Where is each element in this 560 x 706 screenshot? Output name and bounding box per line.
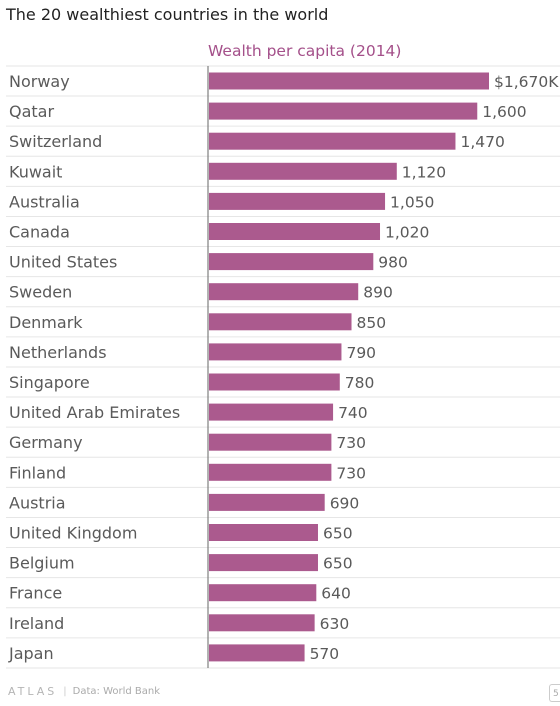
bar [209, 463, 332, 481]
bar [209, 132, 456, 150]
category-label: Ireland [9, 614, 64, 633]
category-label: Germany [9, 433, 83, 452]
bar [209, 373, 340, 391]
value-label: 730 [336, 434, 366, 452]
value-label: 1,050 [390, 193, 434, 211]
category-label: Switzerland [9, 132, 102, 151]
bar [209, 72, 489, 90]
bar [209, 162, 397, 180]
corner-tab[interactable]: 5 [549, 684, 560, 702]
category-label: United States [9, 253, 117, 272]
value-label: 980 [378, 254, 408, 272]
bar [209, 493, 325, 511]
category-label: Denmark [9, 313, 83, 332]
value-label: 650 [323, 555, 353, 573]
bar [209, 644, 305, 662]
value-label: $1,670K [494, 73, 559, 91]
value-label: 890 [363, 284, 393, 302]
bar [209, 554, 318, 572]
value-label: 1,020 [385, 224, 429, 242]
category-label: Qatar [9, 102, 54, 121]
bar [209, 614, 315, 632]
category-label: Netherlands [9, 343, 107, 362]
value-label: 1,470 [460, 133, 504, 151]
source-note: Data: World Bank [72, 686, 161, 697]
bar [209, 253, 374, 271]
bar [209, 403, 334, 421]
atlas-logo: ATLAS [8, 685, 58, 698]
footer: ATLAS | Data: World Bank [8, 685, 160, 698]
bar [209, 524, 318, 541]
value-label: 650 [323, 525, 353, 543]
bar [209, 343, 342, 361]
value-label: 730 [336, 464, 366, 482]
bar [209, 192, 386, 210]
chart-title: The 20 wealthiest countries in the world [6, 5, 329, 24]
value-label: 790 [346, 344, 376, 362]
category-label: Singapore [9, 373, 90, 392]
category-label: Kuwait [9, 162, 62, 181]
category-label: Japan [8, 644, 54, 663]
value-label: 850 [357, 314, 387, 332]
bar [209, 313, 352, 331]
value-label: 690 [330, 494, 360, 512]
bar [209, 584, 317, 602]
category-label: Belgium [9, 554, 75, 573]
value-label: 1,600 [482, 103, 526, 121]
bar [209, 283, 359, 301]
category-label: United Kingdom [9, 524, 137, 543]
value-label: 630 [320, 615, 350, 633]
value-label: 1,120 [402, 163, 446, 181]
category-label: Canada [9, 223, 70, 242]
category-label: Sweden [9, 283, 72, 302]
category-label: France [9, 584, 62, 603]
value-label: 740 [338, 404, 368, 422]
value-label: 640 [321, 585, 351, 603]
category-label: Norway [9, 72, 70, 91]
value-label: 780 [345, 374, 375, 392]
value-label: 570 [310, 645, 340, 663]
category-label: Australia [9, 192, 80, 211]
bar-chart: Wealth per capita (2014) Norway $1,670K Qat… [6, 42, 560, 669]
footer-separator: | [63, 686, 67, 697]
category-label: Austria [9, 493, 66, 512]
bar [209, 223, 381, 240]
category-label: Finland [9, 463, 66, 482]
category-label: United Arab Emirates [9, 403, 180, 422]
bar [209, 102, 478, 120]
bar [209, 433, 332, 451]
series-label: Wealth per capita (2014) [208, 42, 401, 60]
